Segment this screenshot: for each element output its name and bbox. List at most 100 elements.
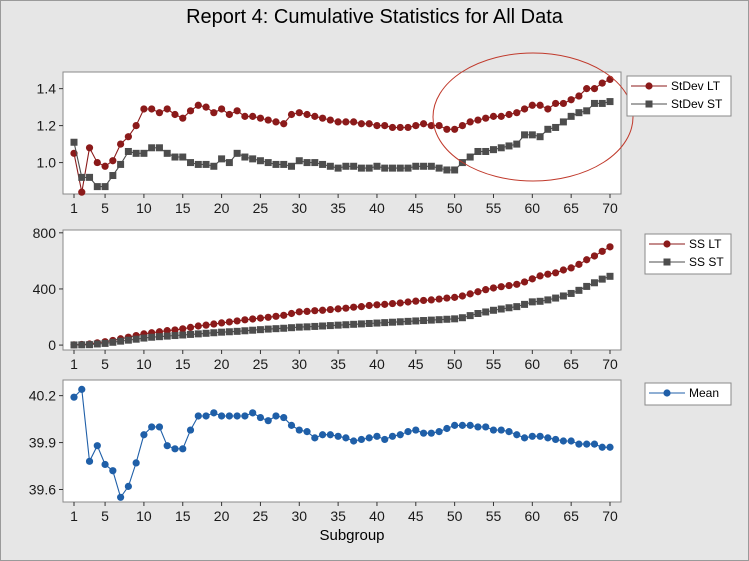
data-point <box>419 120 428 128</box>
data-point <box>381 122 389 130</box>
data-point <box>155 423 164 431</box>
data-point <box>544 434 552 442</box>
legend-label: Mean <box>689 386 719 400</box>
data-point <box>109 338 117 346</box>
data-point <box>140 334 148 342</box>
x-tick-label: 50 <box>447 200 463 216</box>
data-point <box>489 284 498 292</box>
data-point <box>225 110 233 119</box>
data-point <box>318 306 327 314</box>
data-point <box>194 101 202 109</box>
data-point <box>489 306 497 314</box>
data-point <box>388 123 397 132</box>
data-point <box>140 105 148 113</box>
data-point <box>567 96 575 104</box>
x-tick-label: 1 <box>70 356 78 372</box>
data-point <box>217 319 226 327</box>
data-point <box>303 159 311 167</box>
data-point <box>536 297 544 305</box>
legend-box <box>644 233 732 275</box>
x-tick-label: 60 <box>525 356 541 372</box>
y-tick-label: 1.2 <box>37 118 57 134</box>
data-point <box>567 289 575 297</box>
data-point <box>163 105 171 113</box>
data-point <box>319 322 327 330</box>
data-point <box>210 320 218 328</box>
data-point <box>497 112 505 120</box>
data-point <box>140 149 148 157</box>
data-point <box>435 122 443 130</box>
data-point <box>567 264 575 272</box>
data-point <box>303 428 311 436</box>
highlight-ellipse <box>432 52 634 182</box>
data-point <box>357 120 366 128</box>
data-point <box>606 98 614 106</box>
data-point <box>171 110 179 119</box>
data-point <box>451 125 459 133</box>
data-point <box>210 409 218 417</box>
data-point <box>272 412 280 420</box>
data-point <box>194 412 202 420</box>
data-point <box>451 421 459 429</box>
legend-label: StDev ST <box>671 97 723 111</box>
data-point <box>124 336 132 344</box>
data-point <box>194 160 202 168</box>
data-point <box>280 160 288 168</box>
data-point <box>520 278 529 286</box>
data-point <box>334 305 342 313</box>
data-point <box>78 173 86 181</box>
data-point <box>179 331 187 339</box>
data-point <box>396 299 404 307</box>
x-tick-label: 50 <box>447 508 463 524</box>
data-point <box>443 315 451 323</box>
data-point <box>187 330 195 338</box>
data-point <box>256 157 264 165</box>
data-point <box>303 307 311 316</box>
data-point <box>249 112 257 120</box>
data-point <box>264 116 272 124</box>
data-point <box>101 339 109 347</box>
data-point <box>70 138 78 146</box>
data-point <box>381 300 389 308</box>
data-point <box>241 327 249 335</box>
legend-marker <box>663 258 671 266</box>
plot-area <box>62 71 622 195</box>
y-tick-label: 40.2 <box>29 388 56 404</box>
data-point <box>513 140 521 148</box>
data-point <box>528 275 536 283</box>
data-point <box>326 431 334 439</box>
data-point <box>117 140 125 148</box>
data-point <box>435 164 443 172</box>
data-point <box>93 340 101 348</box>
data-point <box>85 144 94 152</box>
data-point <box>272 312 280 320</box>
data-point <box>412 122 420 130</box>
data-point <box>163 327 171 335</box>
data-point <box>217 412 226 420</box>
x-tick-label: 5 <box>101 356 109 372</box>
data-point <box>505 110 513 119</box>
data-point <box>117 160 125 168</box>
data-point <box>474 288 482 296</box>
data-point <box>280 120 288 128</box>
legend-label: SS LT <box>689 237 722 251</box>
x-tick-label: 70 <box>602 508 618 524</box>
data-point <box>505 428 513 436</box>
data-point <box>528 432 536 440</box>
data-point <box>233 107 241 115</box>
data-point <box>78 385 86 393</box>
x-tick-label: 70 <box>602 200 618 216</box>
data-point <box>458 292 467 300</box>
data-point <box>443 125 451 133</box>
data-point <box>334 118 342 126</box>
y-tick-label: 0 <box>48 337 56 353</box>
data-point <box>186 426 195 434</box>
data-point <box>396 318 404 326</box>
data-point <box>606 75 614 83</box>
data-point <box>513 431 521 439</box>
data-point <box>117 337 125 345</box>
data-point <box>497 144 505 152</box>
data-point <box>311 307 319 315</box>
data-point <box>295 109 303 117</box>
data-point <box>280 311 288 319</box>
